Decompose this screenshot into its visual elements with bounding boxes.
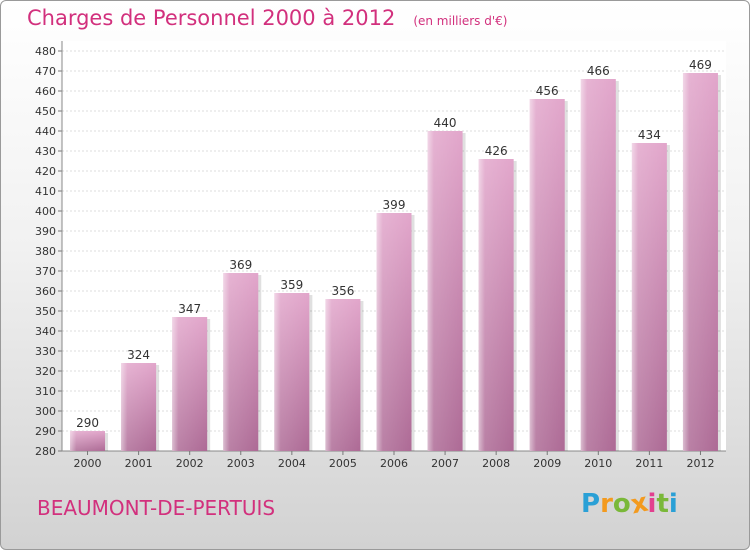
x-tick-label: 2003 xyxy=(227,457,255,470)
x-tick-label: 2000 xyxy=(74,457,102,470)
logo-letter: o xyxy=(612,489,631,519)
y-tick-label: 400 xyxy=(35,205,56,218)
y-tick-label: 300 xyxy=(35,405,56,418)
logo-letter: t xyxy=(656,489,669,519)
x-tick-label: 2012 xyxy=(686,457,714,470)
x-tick-label: 2002 xyxy=(176,457,204,470)
logo-letter: r xyxy=(600,489,613,519)
bar-highlight xyxy=(376,213,412,451)
data-label-2009: 456 xyxy=(536,84,559,98)
y-tick-label: 290 xyxy=(35,425,56,438)
y-tick-label: 410 xyxy=(35,185,56,198)
x-tick-label: 2004 xyxy=(278,457,306,470)
chart-unit: (en milliers d'€) xyxy=(413,14,508,28)
y-tick-label: 460 xyxy=(35,85,56,98)
bar-highlight xyxy=(274,293,310,451)
data-label-2007: 440 xyxy=(434,116,457,130)
bar-highlight xyxy=(121,363,157,451)
logo-letter: i xyxy=(668,489,678,519)
x-tick-label: 2005 xyxy=(329,457,357,470)
bar-highlight xyxy=(682,73,718,451)
data-label-2008: 426 xyxy=(485,144,508,158)
x-tick-label: 2009 xyxy=(533,457,561,470)
y-tick-label: 280 xyxy=(35,445,56,458)
data-label-2003: 369 xyxy=(229,258,252,272)
y-tick-label: 440 xyxy=(35,125,56,138)
data-label-2006: 399 xyxy=(383,198,406,212)
y-axis-labels: 280 290 300 310 320 330 340 350 360 370 380 390 400 4… xyxy=(35,45,56,458)
y-tick-label: 450 xyxy=(35,105,56,118)
bar-highlight xyxy=(70,431,106,451)
x-tick-label: 2006 xyxy=(380,457,408,470)
y-tick-label: 430 xyxy=(35,145,56,158)
bar-highlight xyxy=(223,273,259,451)
data-label-2001: 324 xyxy=(127,348,150,362)
bar-highlight xyxy=(325,299,361,451)
chart-title: Charges de Personnel 2000 à 2012 (en mill… xyxy=(27,6,507,30)
chart-title-text: Charges de Personnel 2000 à 2012 xyxy=(27,6,396,30)
y-tick-label: 420 xyxy=(35,165,56,178)
data-label-2012: 469 xyxy=(689,58,712,72)
data-label-2005: 356 xyxy=(331,284,354,298)
y-tick-label: 360 xyxy=(35,285,56,298)
data-label-2004: 359 xyxy=(280,278,303,292)
data-label-2000: 290 xyxy=(76,416,99,430)
proxiti-logo: Proxiti xyxy=(581,488,678,521)
bar-highlight xyxy=(580,79,616,451)
y-tick-label: 330 xyxy=(35,345,56,358)
bar-highlight xyxy=(427,131,463,451)
y-tick-label: 480 xyxy=(35,45,56,58)
bar-highlight xyxy=(478,159,514,451)
y-tick-label: 350 xyxy=(35,305,56,318)
x-tick-label: 2010 xyxy=(584,457,612,470)
y-tick-label: 320 xyxy=(35,365,56,378)
x-tick-label: 2007 xyxy=(431,457,459,470)
bar-highlight xyxy=(529,99,565,451)
x-tick-label: 2011 xyxy=(635,457,663,470)
y-tick-label: 370 xyxy=(35,265,56,278)
y-tick-label: 390 xyxy=(35,225,56,238)
data-label-2002: 347 xyxy=(178,302,201,316)
commune-name: BEAUMONT-DE-PERTUIS xyxy=(37,496,276,520)
logo-letter: P xyxy=(581,489,601,519)
y-tick-label: 310 xyxy=(35,385,56,398)
data-label-2010: 466 xyxy=(587,64,610,78)
y-tick-label: 340 xyxy=(35,325,56,338)
y-tick-label: 380 xyxy=(35,245,56,258)
y-tick-label: 470 xyxy=(35,65,56,78)
bars: 290 324 347 369 359 356 399 440 426 456 466 434 469 xyxy=(70,58,721,451)
bar-highlight xyxy=(172,317,208,451)
data-label-2011: 434 xyxy=(638,128,661,142)
x-tick-label: 2008 xyxy=(482,457,510,470)
logo-letter: i xyxy=(647,489,657,519)
bar-highlight xyxy=(631,143,667,451)
x-tick-label: 2001 xyxy=(125,457,153,470)
x-axis-labels: 2000 2001 2002 2003 2004 2005 2006 2007 2008 2009… xyxy=(74,451,714,470)
